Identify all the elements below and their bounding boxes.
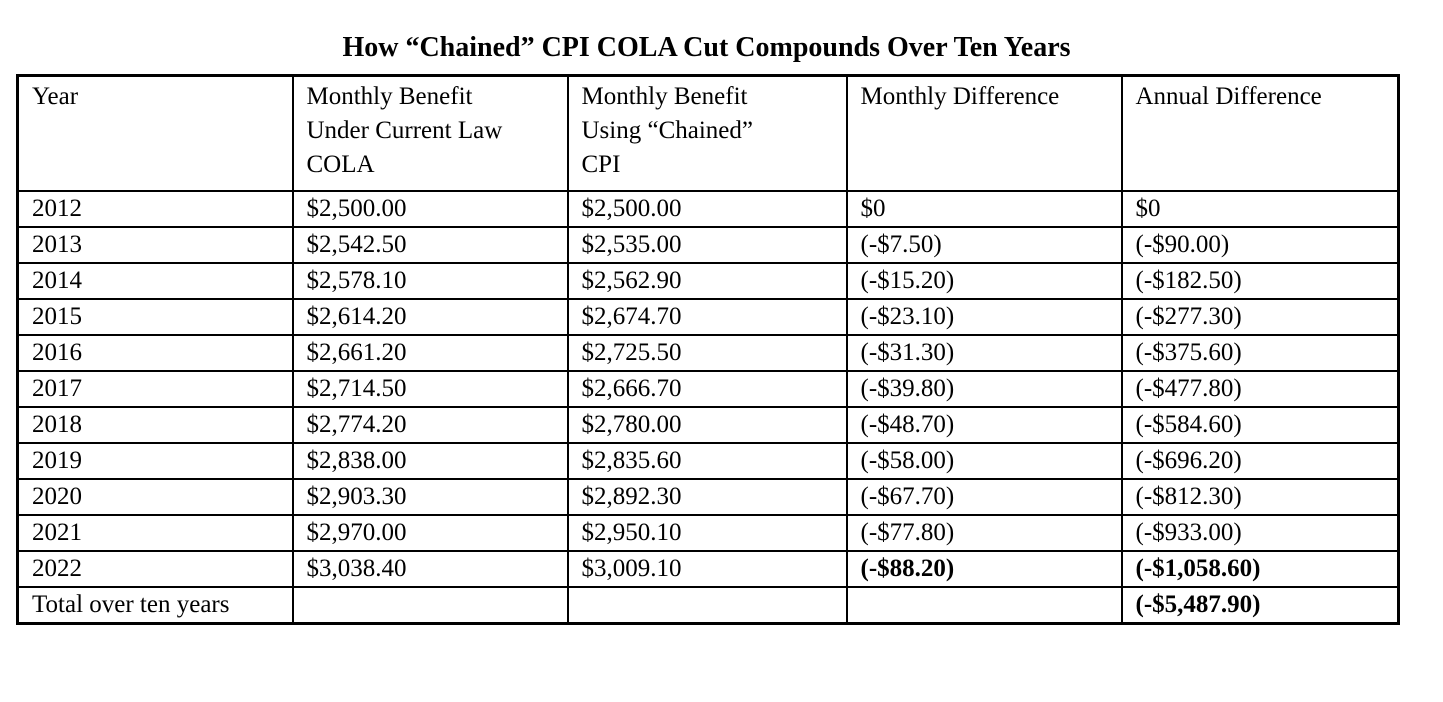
- table-cell-annual-difference: (-$5,487.90): [1120, 586, 1400, 625]
- table-cell-year: 2013: [16, 226, 294, 264]
- table-row: 2018 $2,774.20 $2,780.00 (-$48.70) (-$584.60…: [16, 406, 1400, 444]
- table-cell-year: 2018: [16, 406, 294, 444]
- column-header-line: Annual Difference: [1135, 83, 1322, 110]
- table-cell-annual-difference: (-$584.60): [1120, 406, 1400, 444]
- table-cell-chained-cpi-benefit: $2,674.70: [566, 298, 848, 336]
- column-header-line: Monthly Benefit: [581, 83, 748, 110]
- table-cell-year: 2022: [16, 550, 294, 588]
- table-cell-monthly-difference: (-$23.10): [845, 298, 1123, 336]
- table-cell-annual-difference: (-$375.60): [1120, 334, 1400, 372]
- table-cell-annual-difference: (-$696.20): [1120, 442, 1400, 480]
- table-cell-current-law-benefit: $2,970.00: [291, 514, 569, 552]
- table-cell-monthly-difference: (-$48.70): [845, 406, 1123, 444]
- table-row: 2016 $2,661.20 $2,725.50 (-$31.30) (-$375.60…: [16, 334, 1400, 372]
- table-row: 2013 $2,542.50 $2,535.00 (-$7.50) (-$90.00): [16, 226, 1400, 264]
- table-row: 2022 $3,038.40 $3,009.10 (-$88.20) (-$1,058.…: [16, 550, 1400, 588]
- table-row: 2020 $2,903.30 $2,892.30 (-$67.70) (-$812.30…: [16, 478, 1400, 516]
- table-cell-annual-difference: (-$933.00): [1120, 514, 1400, 552]
- table-cell-monthly-difference: (-$88.20): [845, 550, 1123, 588]
- table-cell-monthly-difference: $0: [845, 190, 1123, 228]
- column-header-line: COLA: [306, 151, 375, 178]
- table-row: Total over ten years (-$5,487.90): [16, 586, 1400, 625]
- table-cell-current-law-benefit: $2,838.00: [291, 442, 569, 480]
- table-cell-chained-cpi-benefit: $2,725.50: [566, 334, 848, 372]
- table-cell-chained-cpi-benefit: $2,535.00: [566, 226, 848, 264]
- table-cell-monthly-difference: (-$31.30): [845, 334, 1123, 372]
- table-cell-current-law-benefit: $2,614.20: [291, 298, 569, 336]
- cola-comparison-table: Year Monthly Benefit Under Current Law COLA…: [16, 74, 1400, 625]
- column-header-monthly-difference: Monthly Difference: [845, 74, 1123, 192]
- table-cell-year: 2017: [16, 370, 294, 408]
- table-cell-annual-difference: $0: [1120, 190, 1400, 228]
- table-cell-monthly-difference: (-$7.50): [845, 226, 1123, 264]
- column-header-chained-cpi-benefit: Monthly Benefit Using “Chained” CPI: [566, 74, 848, 192]
- table-cell-current-law-benefit: $2,774.20: [291, 406, 569, 444]
- table-row: 2014 $2,578.10 $2,562.90 (-$15.20) (-$182.50…: [16, 262, 1400, 300]
- table-cell-monthly-difference: (-$67.70): [845, 478, 1123, 516]
- column-header-line: Monthly Difference: [860, 83, 1060, 110]
- table-cell-monthly-difference: [845, 586, 1123, 625]
- table-row: 2012 $2,500.00 $2,500.00 $0 $0: [16, 190, 1400, 228]
- table-cell-chained-cpi-benefit: $2,892.30: [566, 478, 848, 516]
- column-header-line: Year: [32, 83, 79, 110]
- table-cell-monthly-difference: (-$58.00): [845, 442, 1123, 480]
- table-cell-chained-cpi-benefit: $3,009.10: [566, 550, 848, 588]
- table-row: 2019 $2,838.00 $2,835.60 (-$58.00) (-$696.20…: [16, 442, 1400, 480]
- table-cell-year: Total over ten years: [16, 586, 294, 625]
- table-cell-annual-difference: (-$477.80): [1120, 370, 1400, 408]
- table-body: 2012 $2,500.00 $2,500.00 $0 $0 2013 $2,542.50 $…: [16, 190, 1400, 625]
- table-cell-annual-difference: (-$277.30): [1120, 298, 1400, 336]
- table-cell-current-law-benefit: $2,500.00: [291, 190, 569, 228]
- table-header: Year Monthly Benefit Under Current Law COLA…: [16, 74, 1400, 192]
- table-cell-annual-difference: (-$182.50): [1120, 262, 1400, 300]
- table-cell-current-law-benefit: $3,038.40: [291, 550, 569, 588]
- table-cell-current-law-benefit: $2,903.30: [291, 478, 569, 516]
- table-cell-annual-difference: (-$90.00): [1120, 226, 1400, 264]
- table-cell-chained-cpi-benefit: $2,950.10: [566, 514, 848, 552]
- table-header-row: Year Monthly Benefit Under Current Law COLA…: [16, 74, 1400, 192]
- table-cell-annual-difference: (-$812.30): [1120, 478, 1400, 516]
- table-cell-chained-cpi-benefit: $2,780.00: [566, 406, 848, 444]
- table-cell-year: 2014: [16, 262, 294, 300]
- table-cell-current-law-benefit: $2,578.10: [291, 262, 569, 300]
- column-header-line: Monthly Benefit: [306, 83, 473, 110]
- table-cell-year: 2019: [16, 442, 294, 480]
- table-cell-year: 2016: [16, 334, 294, 372]
- table-row: 2021 $2,970.00 $2,950.10 (-$77.80) (-$933.00…: [16, 514, 1400, 552]
- table-cell-monthly-difference: (-$39.80): [845, 370, 1123, 408]
- table-row: 2015 $2,614.20 $2,674.70 (-$23.10) (-$277.30…: [16, 298, 1400, 336]
- table-cell-current-law-benefit: $2,661.20: [291, 334, 569, 372]
- column-header-current-law-benefit: Monthly Benefit Under Current Law COLA: [291, 74, 569, 192]
- table-cell-year: 2020: [16, 478, 294, 516]
- table-cell-chained-cpi-benefit: [566, 586, 848, 625]
- table-cell-current-law-benefit: $2,714.50: [291, 370, 569, 408]
- column-header-annual-difference: Annual Difference: [1120, 74, 1400, 192]
- table-cell-chained-cpi-benefit: $2,562.90: [566, 262, 848, 300]
- table-cell-chained-cpi-benefit: $2,666.70: [566, 370, 848, 408]
- column-header-line: Using “Chained”: [581, 117, 753, 144]
- table-cell-chained-cpi-benefit: $2,835.60: [566, 442, 848, 480]
- table-cell-monthly-difference: (-$15.20): [845, 262, 1123, 300]
- table-cell-chained-cpi-benefit: $2,500.00: [566, 190, 848, 228]
- table-cell-current-law-benefit: [291, 586, 569, 625]
- table-cell-annual-difference: (-$1,058.60): [1120, 550, 1400, 588]
- column-header-line: CPI: [581, 151, 621, 178]
- table-cell-year: 2021: [16, 514, 294, 552]
- table-cell-year: 2015: [16, 298, 294, 336]
- table-cell-monthly-difference: (-$77.80): [845, 514, 1123, 552]
- column-header-line: Under Current Law: [306, 117, 503, 144]
- table-row: 2017 $2,714.50 $2,666.70 (-$39.80) (-$477.80…: [16, 370, 1400, 408]
- page-title: How “Chained” CPI COLA Cut Compounds Ove…: [342, 32, 1071, 63]
- table-cell-year: 2012: [16, 190, 294, 228]
- table-cell-current-law-benefit: $2,542.50: [291, 226, 569, 264]
- column-header-year: Year: [16, 74, 294, 192]
